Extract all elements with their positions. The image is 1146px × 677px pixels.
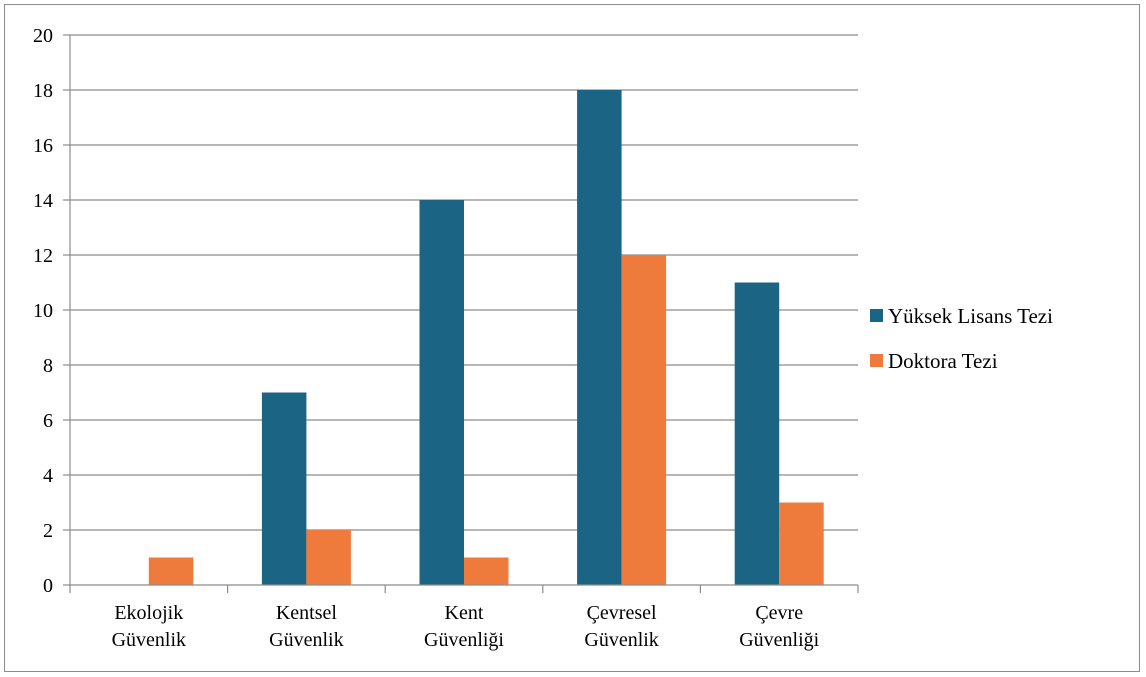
- bar-doktora: [306, 530, 351, 585]
- y-tick-label: 20: [33, 25, 53, 47]
- y-tick-label: 4: [43, 465, 53, 487]
- x-tick-label: Çevre: [755, 602, 803, 624]
- legend-label: Doktora Tezi: [888, 349, 998, 373]
- y-tick-label: 2: [43, 520, 53, 542]
- bar-yuksek-lisans: [261, 392, 307, 585]
- legend-swatch: [870, 354, 883, 367]
- bar-doktora: [464, 557, 509, 585]
- chart-frame: [4, 4, 1140, 672]
- bar-doktora: [621, 255, 667, 585]
- bar-doktora: [779, 502, 824, 585]
- y-tick-label: 10: [33, 300, 53, 322]
- x-tick-label: Ekolojik: [114, 602, 183, 624]
- bars: [148, 90, 824, 585]
- y-tick-label: 8: [43, 355, 53, 377]
- x-tick-label: Güvenlik: [112, 629, 186, 651]
- y-tick-label: 18: [33, 80, 53, 102]
- x-tick-label: Güvenlik: [269, 629, 343, 651]
- legend-swatch: [870, 309, 883, 322]
- x-tick-label: Çevresel: [587, 602, 657, 624]
- y-tick-label: 0: [43, 575, 53, 597]
- legend: Yüksek Lisans Tezi Doktora Tezi: [870, 304, 1053, 373]
- legend-label: Yüksek Lisans Tezi: [888, 304, 1053, 328]
- x-tick-label: Güvenliği: [739, 629, 819, 651]
- axes: [69, 35, 859, 593]
- y-tick-label: 14: [33, 190, 53, 212]
- bar-doktora: [148, 557, 194, 585]
- y-tick-label: 6: [43, 410, 53, 432]
- x-tick-label: Kentsel: [276, 602, 338, 624]
- x-tick-label: Güvenliği: [424, 629, 504, 651]
- bar-yuksek-lisans: [577, 90, 622, 585]
- y-tick-label: 16: [33, 135, 53, 157]
- x-tick-label: Güvenlik: [584, 629, 658, 651]
- x-tick-label: Kent: [445, 602, 484, 624]
- x-tick-labels: Ekolojik Güvenlik Kentsel Güvenlik Kent Güven…: [112, 602, 820, 651]
- y-tick-label: 12: [33, 245, 53, 267]
- bar-yuksek-lisans: [734, 282, 780, 585]
- bar-yuksek-lisans: [419, 200, 464, 585]
- y-tick-labels: 0 2 4 6 8 10 12 14 16 18 20: [33, 25, 53, 597]
